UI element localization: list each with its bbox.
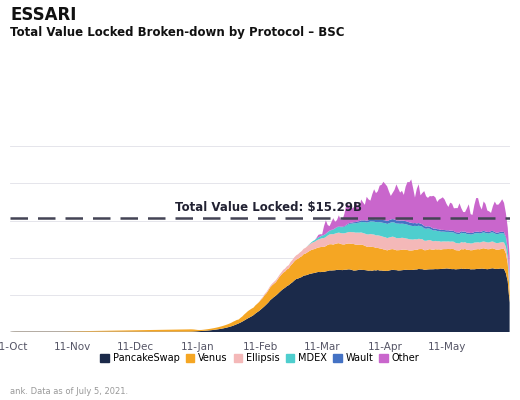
- Text: Total Value Locked: $15.29B: Total Value Locked: $15.29B: [175, 201, 362, 214]
- Legend: PancakeSwap, Venus, Ellipsis, MDEX, Wault, Other: PancakeSwap, Venus, Ellipsis, MDEX, Waul…: [96, 349, 424, 367]
- Text: ESSARI: ESSARI: [10, 6, 77, 24]
- Text: ank. Data as of July 5, 2021.: ank. Data as of July 5, 2021.: [10, 387, 128, 396]
- Text: Total Value Locked Broken-down by Protocol – BSC: Total Value Locked Broken-down by Protoc…: [10, 26, 345, 39]
